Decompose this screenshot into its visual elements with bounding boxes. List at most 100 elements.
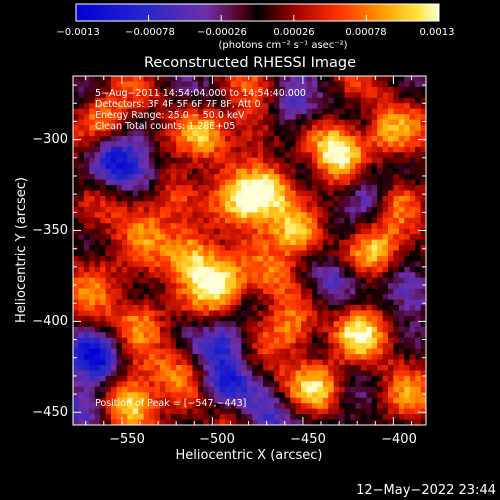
heatmap-cell [284, 261, 291, 268]
heatmap-cell [322, 250, 329, 257]
heatmap-cell [138, 359, 145, 366]
heatmap-cell [187, 130, 194, 137]
heatmap-cell [366, 103, 373, 110]
heatmap-cell [322, 348, 329, 355]
heatmap-cell [328, 234, 335, 241]
heatmap-cell [127, 250, 134, 257]
heatmap-cell [170, 168, 177, 175]
heatmap-cell [149, 370, 156, 377]
heatmap-cell [219, 294, 226, 301]
heatmap-cell [311, 174, 318, 181]
heatmap-cell [83, 375, 90, 382]
heatmap-cell [241, 294, 248, 301]
heatmap-cell [284, 206, 291, 213]
heatmap-cell [382, 97, 389, 104]
heatmap-cell [170, 212, 177, 219]
heatmap-cell [301, 354, 308, 361]
heatmap-cell [360, 190, 367, 197]
heatmap-cell [176, 283, 183, 290]
heatmap-cell [301, 97, 308, 104]
heatmap-cell [241, 403, 248, 410]
heatmap-cell [203, 310, 210, 317]
heatmap-cell [83, 365, 90, 372]
heatmap-cell [415, 365, 422, 372]
heatmap-cell [290, 217, 297, 224]
heatmap-cell [366, 288, 373, 295]
heatmap-cell [290, 414, 297, 421]
heatmap-cell [415, 305, 422, 312]
heatmap-cell [295, 201, 302, 208]
heatmap-cell [366, 375, 373, 382]
heatmap-cell [273, 179, 280, 186]
heatmap-cell [306, 414, 313, 421]
heatmap-cell [263, 141, 270, 148]
heatmap-cell [344, 135, 351, 143]
heatmap-cell [415, 354, 422, 361]
heatmap-cell [333, 141, 340, 148]
heatmap-cell [398, 245, 405, 252]
heatmap-cell [78, 288, 85, 295]
heatmap-cell [181, 179, 188, 186]
heatmap-cell [132, 288, 139, 295]
heatmap-cell [105, 414, 112, 421]
heatmap-cell [311, 217, 318, 224]
heatmap-cell [317, 135, 324, 143]
heatmap-cell [121, 103, 128, 110]
heatmap-cell [225, 152, 232, 159]
heatmap-cell [105, 305, 112, 312]
heatmap-cell [170, 365, 177, 372]
heatmap-cell [295, 337, 302, 344]
heatmap-cell [197, 255, 204, 262]
heatmap-cell [252, 228, 259, 235]
heatmap-cell [366, 321, 373, 328]
heatmap-cell [366, 228, 373, 235]
heatmap-cell [263, 321, 270, 328]
heatmap-cell [170, 130, 177, 137]
heatmap-cell [306, 343, 313, 350]
heatmap-cell [225, 146, 232, 153]
heatmap-cell [208, 157, 215, 164]
heatmap-cell [382, 114, 389, 121]
heatmap-cell [241, 245, 248, 252]
heatmap-cell [268, 288, 275, 295]
heatmap-cell [181, 245, 188, 252]
heatmap-cell [105, 288, 112, 295]
heatmap-cell [83, 321, 90, 328]
heatmap-cell [83, 179, 90, 186]
heatmap-cell [349, 375, 356, 382]
heatmap-cell [393, 223, 400, 230]
heatmap-cell [154, 206, 161, 213]
heatmap-cell [225, 234, 232, 241]
heatmap-cell [132, 321, 139, 328]
heatmap-cell [121, 92, 128, 99]
heatmap-cell [176, 174, 183, 181]
heatmap-cell [197, 321, 204, 328]
heatmap-cell [398, 288, 405, 295]
heatmap-cell [344, 86, 351, 93]
heatmap-cell [241, 130, 248, 137]
heatmap-cell [219, 354, 226, 361]
heatmap-cell [322, 185, 329, 192]
heatmap-cell [252, 381, 259, 388]
heatmap-cell [382, 408, 389, 415]
heatmap-cell [252, 332, 259, 339]
heatmap-cell [273, 408, 280, 415]
heatmap-cell [89, 223, 96, 230]
heatmap-cell [306, 234, 313, 241]
heatmap-cell [165, 315, 172, 322]
heatmap-cell [143, 261, 150, 268]
heatmap-cell [257, 359, 264, 366]
heatmap-cell [322, 414, 329, 421]
heatmap-cell [257, 217, 264, 224]
heatmap-cell [360, 337, 367, 344]
heatmap-cell [170, 414, 177, 421]
heatmap-cell [344, 179, 351, 186]
heatmap-cell [393, 294, 400, 301]
heatmap-cell [100, 103, 107, 110]
heatmap-cell [306, 381, 313, 388]
heatmap-cell [78, 315, 85, 322]
heatmap-cell [371, 403, 378, 410]
heatmap-cell [333, 212, 340, 219]
heatmap-cell [170, 135, 177, 143]
heatmap-cell [208, 310, 215, 317]
